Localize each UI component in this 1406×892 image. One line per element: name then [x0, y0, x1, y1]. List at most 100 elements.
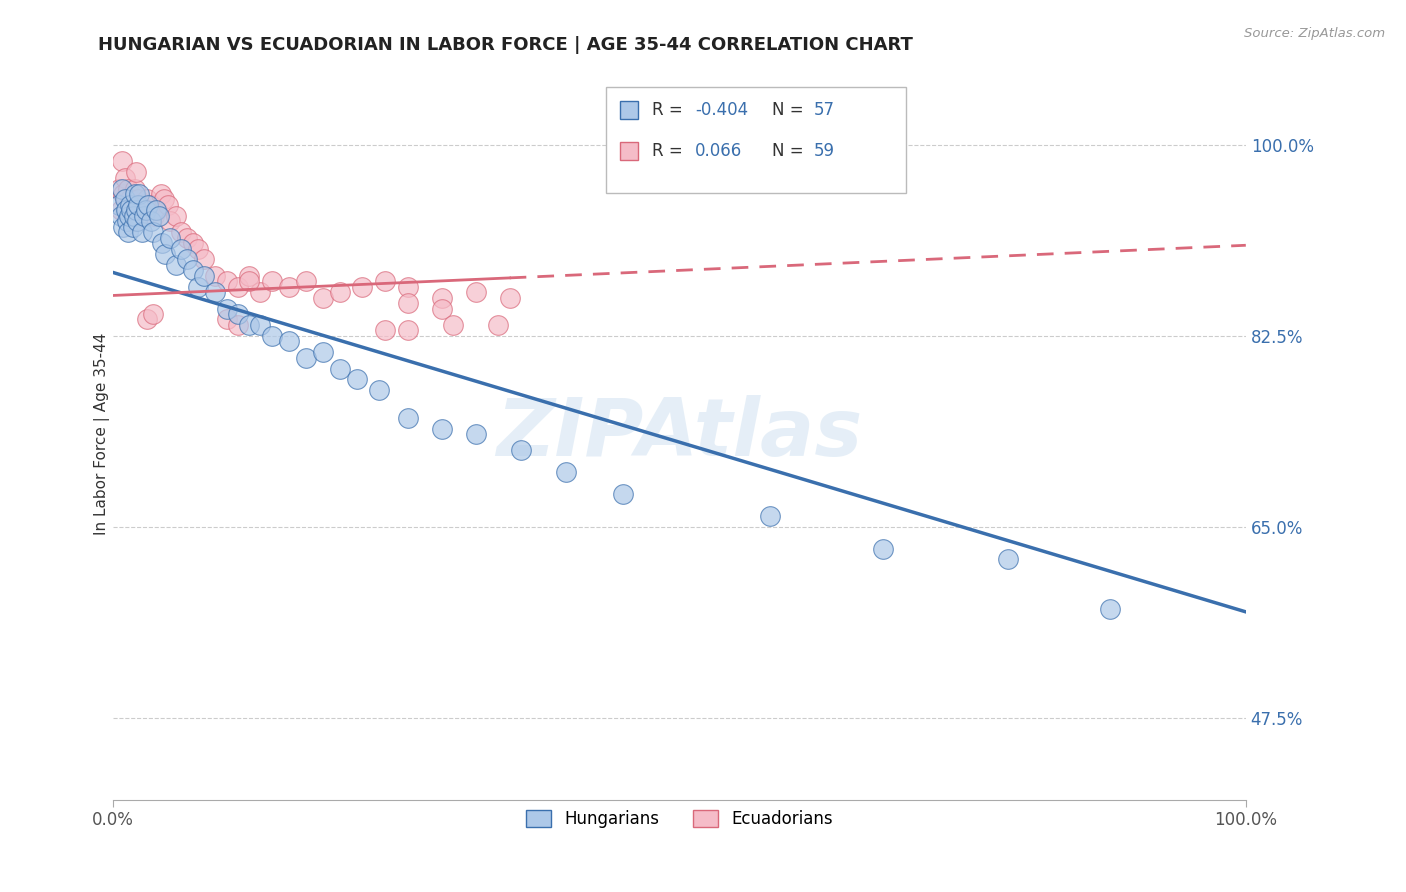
Point — [170, 242, 193, 256]
Point — [127, 198, 149, 212]
Point — [117, 225, 139, 239]
Point — [396, 323, 419, 337]
Point — [142, 307, 165, 321]
Text: N =: N = — [772, 101, 808, 120]
Point — [156, 198, 179, 212]
Point — [312, 345, 335, 359]
Point — [430, 301, 453, 316]
Point — [759, 508, 782, 523]
Point — [120, 198, 142, 212]
Point — [997, 552, 1019, 566]
Point — [112, 186, 135, 201]
Point — [129, 198, 152, 212]
Point — [142, 225, 165, 239]
Point — [138, 198, 160, 212]
Text: Source: ZipAtlas.com: Source: ZipAtlas.com — [1244, 27, 1385, 40]
Point — [115, 214, 138, 228]
Point — [181, 263, 204, 277]
Point — [159, 214, 181, 228]
Point — [131, 225, 153, 239]
Point — [368, 384, 391, 398]
Point — [215, 274, 238, 288]
Point — [155, 247, 177, 261]
Text: ZIPAtlas: ZIPAtlas — [496, 395, 863, 473]
Point — [226, 279, 249, 293]
Text: R =: R = — [652, 142, 688, 161]
Point — [145, 203, 167, 218]
Point — [260, 274, 283, 288]
Point — [118, 209, 141, 223]
Point — [464, 427, 486, 442]
Point — [396, 279, 419, 293]
Point — [312, 291, 335, 305]
Point — [187, 242, 209, 256]
Point — [277, 334, 299, 349]
Point — [226, 307, 249, 321]
Point — [555, 465, 578, 479]
Point — [329, 361, 352, 376]
Point — [430, 421, 453, 435]
Point — [108, 198, 131, 212]
Point — [260, 328, 283, 343]
Point — [125, 165, 148, 179]
Point — [612, 487, 634, 501]
Point — [374, 323, 396, 337]
Point — [135, 203, 157, 218]
Point — [498, 291, 520, 305]
Point — [117, 181, 139, 195]
Point — [204, 268, 226, 283]
Point — [120, 203, 142, 218]
Point — [127, 193, 149, 207]
FancyBboxPatch shape — [620, 101, 638, 120]
Point — [115, 203, 138, 218]
Point — [430, 291, 453, 305]
Point — [294, 274, 316, 288]
Point — [124, 181, 146, 195]
Text: -0.404: -0.404 — [695, 101, 748, 120]
Point — [872, 541, 894, 556]
Point — [114, 170, 136, 185]
Point — [108, 181, 131, 195]
Point — [139, 198, 162, 212]
Point — [111, 181, 134, 195]
Point — [486, 318, 509, 332]
Point — [176, 252, 198, 267]
Text: N =: N = — [772, 142, 808, 161]
Point — [128, 186, 150, 201]
Point — [396, 410, 419, 425]
Point — [464, 285, 486, 300]
Point — [122, 203, 145, 218]
Point — [277, 279, 299, 293]
Point — [136, 193, 159, 207]
Point — [121, 219, 143, 234]
Point — [193, 268, 215, 283]
Point — [215, 312, 238, 326]
Point — [112, 219, 135, 234]
Y-axis label: In Labor Force | Age 35-44: In Labor Force | Age 35-44 — [94, 333, 110, 535]
Point — [215, 301, 238, 316]
Point — [114, 203, 136, 218]
Point — [441, 318, 464, 332]
Point — [110, 209, 132, 223]
Point — [170, 225, 193, 239]
Point — [352, 279, 374, 293]
Text: 57: 57 — [814, 101, 835, 120]
Text: 59: 59 — [814, 142, 835, 161]
Point — [139, 214, 162, 228]
Point — [510, 443, 533, 458]
Point — [124, 186, 146, 201]
Point — [125, 203, 148, 218]
Point — [204, 285, 226, 300]
Point — [238, 318, 260, 332]
Point — [120, 193, 142, 207]
Point — [329, 285, 352, 300]
Point — [249, 318, 271, 332]
Point — [146, 203, 169, 218]
Point — [249, 285, 271, 300]
Point — [374, 274, 396, 288]
Point — [238, 268, 260, 283]
Point — [165, 209, 187, 223]
Text: HUNGARIAN VS ECUADORIAN IN LABOR FORCE | AGE 35-44 CORRELATION CHART: HUNGARIAN VS ECUADORIAN IN LABOR FORCE |… — [98, 36, 914, 54]
Point — [125, 214, 148, 228]
Point — [238, 274, 260, 288]
